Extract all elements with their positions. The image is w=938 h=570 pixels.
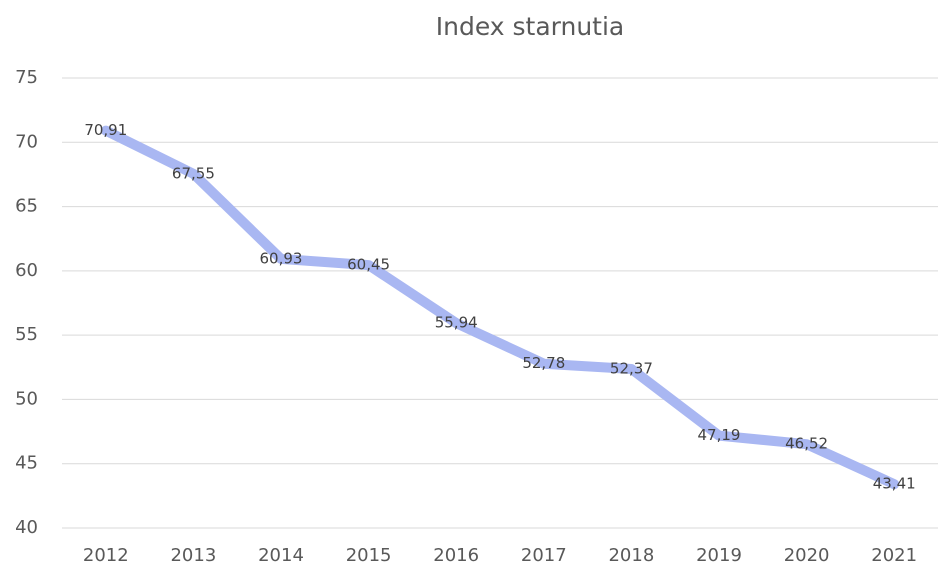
x-tick-label: 2017 (521, 545, 567, 566)
data-label: 47,19 (698, 426, 741, 444)
x-tick-label: 2018 (608, 545, 654, 566)
y-tick-label: 60 (15, 260, 38, 281)
x-tick-label: 2015 (346, 545, 392, 566)
data-label: 70,91 (84, 121, 127, 139)
x-tick-label: 2019 (696, 545, 742, 566)
chart-title: Index starnutia (436, 12, 625, 41)
y-tick-label: 45 (15, 453, 38, 474)
data-label: 52,78 (522, 354, 565, 372)
x-tick-label: 2014 (258, 545, 304, 566)
x-tick-label: 2013 (170, 545, 216, 566)
data-label: 43,41 (873, 475, 916, 493)
data-label: 60,93 (260, 249, 303, 267)
x-tick-label: 2016 (433, 545, 479, 566)
data-label: 52,37 (610, 359, 653, 377)
y-tick-label: 55 (15, 324, 38, 345)
data-line (100, 125, 900, 490)
y-tick-label: 70 (15, 131, 38, 152)
x-tick-label: 2020 (784, 545, 830, 566)
y-tick-label: 50 (15, 388, 38, 409)
data-label: 60,45 (347, 256, 390, 274)
data-label: 46,52 (785, 435, 828, 453)
x-tick-label: 2021 (871, 545, 917, 566)
x-tick-label: 2012 (83, 545, 129, 566)
y-tick-label: 40 (15, 517, 38, 538)
y-tick-label: 65 (15, 196, 38, 217)
data-label: 55,94 (435, 314, 478, 332)
y-tick-label: 75 (15, 67, 38, 88)
data-label: 67,55 (172, 164, 215, 182)
